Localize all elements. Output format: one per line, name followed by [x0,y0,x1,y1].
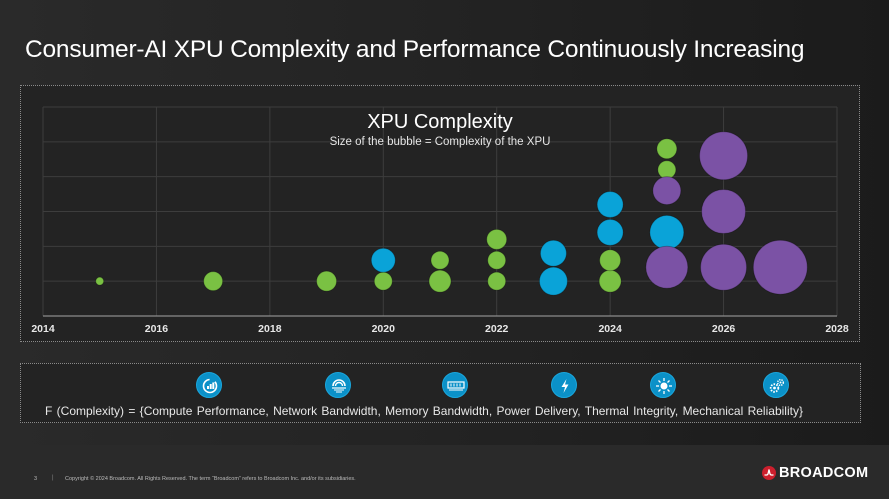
chart-bubbles [95,131,808,296]
bubble-green [316,270,338,292]
x-tick-label: 2028 [825,323,849,335]
x-tick-label: 2014 [31,323,55,335]
bubble-green [656,138,678,160]
memory-bandwidth-icon [442,372,468,398]
bubble-blue [649,214,685,250]
bubble-green [430,250,450,270]
bubble-green [428,269,452,293]
x-tick-label: 2018 [258,323,282,335]
bubble-blue [538,266,568,296]
complexity-formula: F (Complexity) = {Compute Performance, N… [45,404,803,418]
bubble-green [486,228,508,250]
bubble-purple [699,131,749,181]
page-number: 3 [34,476,38,482]
x-tick-label: 2016 [145,323,169,335]
logo-text: BROADCOM [779,465,869,481]
bubble-blue [539,239,567,267]
chart-title: XPU Complexity [367,111,513,133]
complexity-factors-panel [20,363,861,423]
bubble-green [598,269,622,293]
x-axis-ticks: 2014 2016 2018 2020 2022 2024 2026 2028 [31,323,849,335]
footer-separator: | [52,475,54,481]
slide-footer: 3 | Copyright © 2024 Broadcom. All Right… [0,445,889,499]
x-tick-label: 2024 [598,323,622,335]
bubble-purple [645,245,689,289]
bubble-green [95,276,105,286]
bubble-green [487,271,507,291]
bubble-blue [596,218,624,246]
bubble-green [487,250,507,270]
broadcom-logo: BROADCOM [762,464,868,482]
copyright-notice: Copyright © 2024 Broadcom. All Rights Re… [65,476,356,482]
x-tick-label: 2026 [712,323,736,335]
x-tick-label: 2022 [485,323,509,335]
x-tick-label: 2020 [372,323,396,335]
bubble-green [373,271,393,291]
network-bandwidth-icon [325,372,351,398]
chart-subtitle: Size of the bubble = Complexity of the X… [330,136,551,148]
slide-title: Consumer-AI XPU Complexity and Performan… [25,36,805,63]
broadcom-pulse-icon [762,466,776,480]
thermal-integrity-icon [650,372,676,398]
bubble-purple [700,243,748,291]
bubble-blue [370,247,396,273]
bubble-purple [652,176,682,206]
bubble-purple [701,189,747,234]
bubble-blue [596,191,624,219]
bubble-purple [752,239,808,295]
bubble-green [599,249,622,272]
power-delivery-icon [551,372,577,398]
bubble-green [657,160,677,180]
mechanical-reliability-icon [763,372,789,398]
bubble-green [203,271,224,292]
compute-performance-icon [196,372,222,398]
